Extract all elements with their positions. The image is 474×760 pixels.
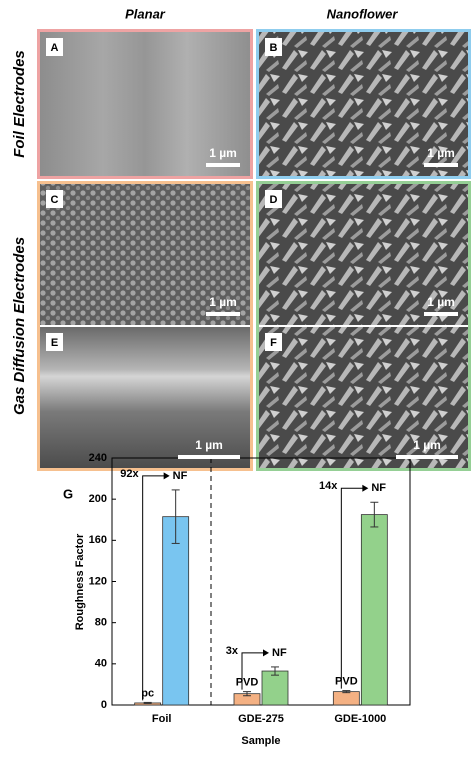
- y-tick-label: 0: [101, 699, 107, 711]
- bracket: [142, 475, 166, 701]
- panel-label: B: [270, 42, 278, 54]
- scale-bar: [206, 312, 240, 316]
- panel-label-box: [46, 333, 63, 351]
- y-tick-label: 40: [95, 658, 107, 670]
- planar-label: PVD: [335, 675, 358, 687]
- sem-image: [40, 184, 250, 325]
- scale-bar: [424, 312, 458, 316]
- y-tick-label: 120: [89, 575, 107, 587]
- x-tick-label: GDE-275: [238, 713, 284, 725]
- panel-label-box: [46, 38, 63, 56]
- row-title: Foil Electrodes: [11, 50, 28, 158]
- arrow-head: [263, 649, 269, 657]
- scale-bar-label: 1 µm: [209, 295, 237, 309]
- panel-label: A: [51, 42, 59, 54]
- panel-label-box: [265, 190, 282, 208]
- scale-bar: [396, 455, 458, 459]
- column-title: Planar: [125, 6, 166, 21]
- x-axis-label: Sample: [241, 735, 280, 747]
- sem-image: [259, 184, 468, 325]
- nf-label: NF: [371, 482, 386, 494]
- panel-label: G: [63, 486, 73, 501]
- fold-label: 14x: [319, 480, 338, 492]
- nf-label: NF: [173, 470, 188, 482]
- scale-bar: [424, 163, 458, 167]
- scale-bar-label: 1 µm: [209, 146, 237, 160]
- bracket: [241, 652, 265, 690]
- panel-label-box: [265, 333, 282, 351]
- scale-bar-label: 1 µm: [413, 438, 441, 452]
- bar: [360, 514, 388, 706]
- panel-label: C: [51, 194, 59, 206]
- row-title: Gas Diffusion Electrodes: [11, 237, 28, 415]
- frame: [37, 29, 253, 179]
- planar-label: PVD: [236, 677, 259, 689]
- panel-label: E: [51, 337, 58, 349]
- frame: [256, 181, 471, 471]
- nf-label: NF: [272, 647, 287, 659]
- fold-label: 92x: [120, 468, 139, 480]
- bar: [261, 670, 289, 706]
- y-tick-label: 160: [89, 534, 107, 546]
- planar-label: pc: [141, 687, 154, 699]
- sem-image: [40, 32, 250, 176]
- x-tick-label: Foil: [152, 713, 172, 725]
- y-axis-label: Roughness Factor: [74, 533, 86, 630]
- bar-chart: G Roughness Factor Sample 0 40 80 120 160 200…: [63, 452, 411, 747]
- arrow-head: [362, 484, 369, 492]
- sem-image: [259, 32, 468, 176]
- y-tick-label: 240: [89, 452, 107, 464]
- column-title: Nanoflower: [327, 6, 399, 21]
- bar: [332, 691, 360, 706]
- fold-label: 3x: [226, 645, 239, 657]
- micrographs: [37, 29, 471, 471]
- bar: [162, 516, 190, 706]
- scale-bar-label: 1 µm: [427, 295, 455, 309]
- scale-bar: [178, 455, 240, 459]
- x-tick-label: GDE-1000: [334, 713, 386, 725]
- panel-label-box: [265, 38, 282, 56]
- scale-bar: [206, 163, 240, 167]
- scale-bar-label: 1 µm: [195, 438, 223, 452]
- frame: [37, 181, 253, 471]
- panel-label-box: [46, 190, 63, 208]
- arrow-head: [163, 472, 170, 480]
- sem-image: [40, 327, 250, 468]
- panel-label: F: [270, 337, 277, 349]
- bracket: [340, 487, 365, 689]
- scale-bar-label: 1 µm: [427, 146, 455, 160]
- y-tick-label: 80: [95, 617, 107, 629]
- panel-label: D: [270, 194, 278, 206]
- y-tick-label: 200: [89, 493, 107, 505]
- frame: [256, 29, 471, 179]
- sem-image: [259, 327, 468, 468]
